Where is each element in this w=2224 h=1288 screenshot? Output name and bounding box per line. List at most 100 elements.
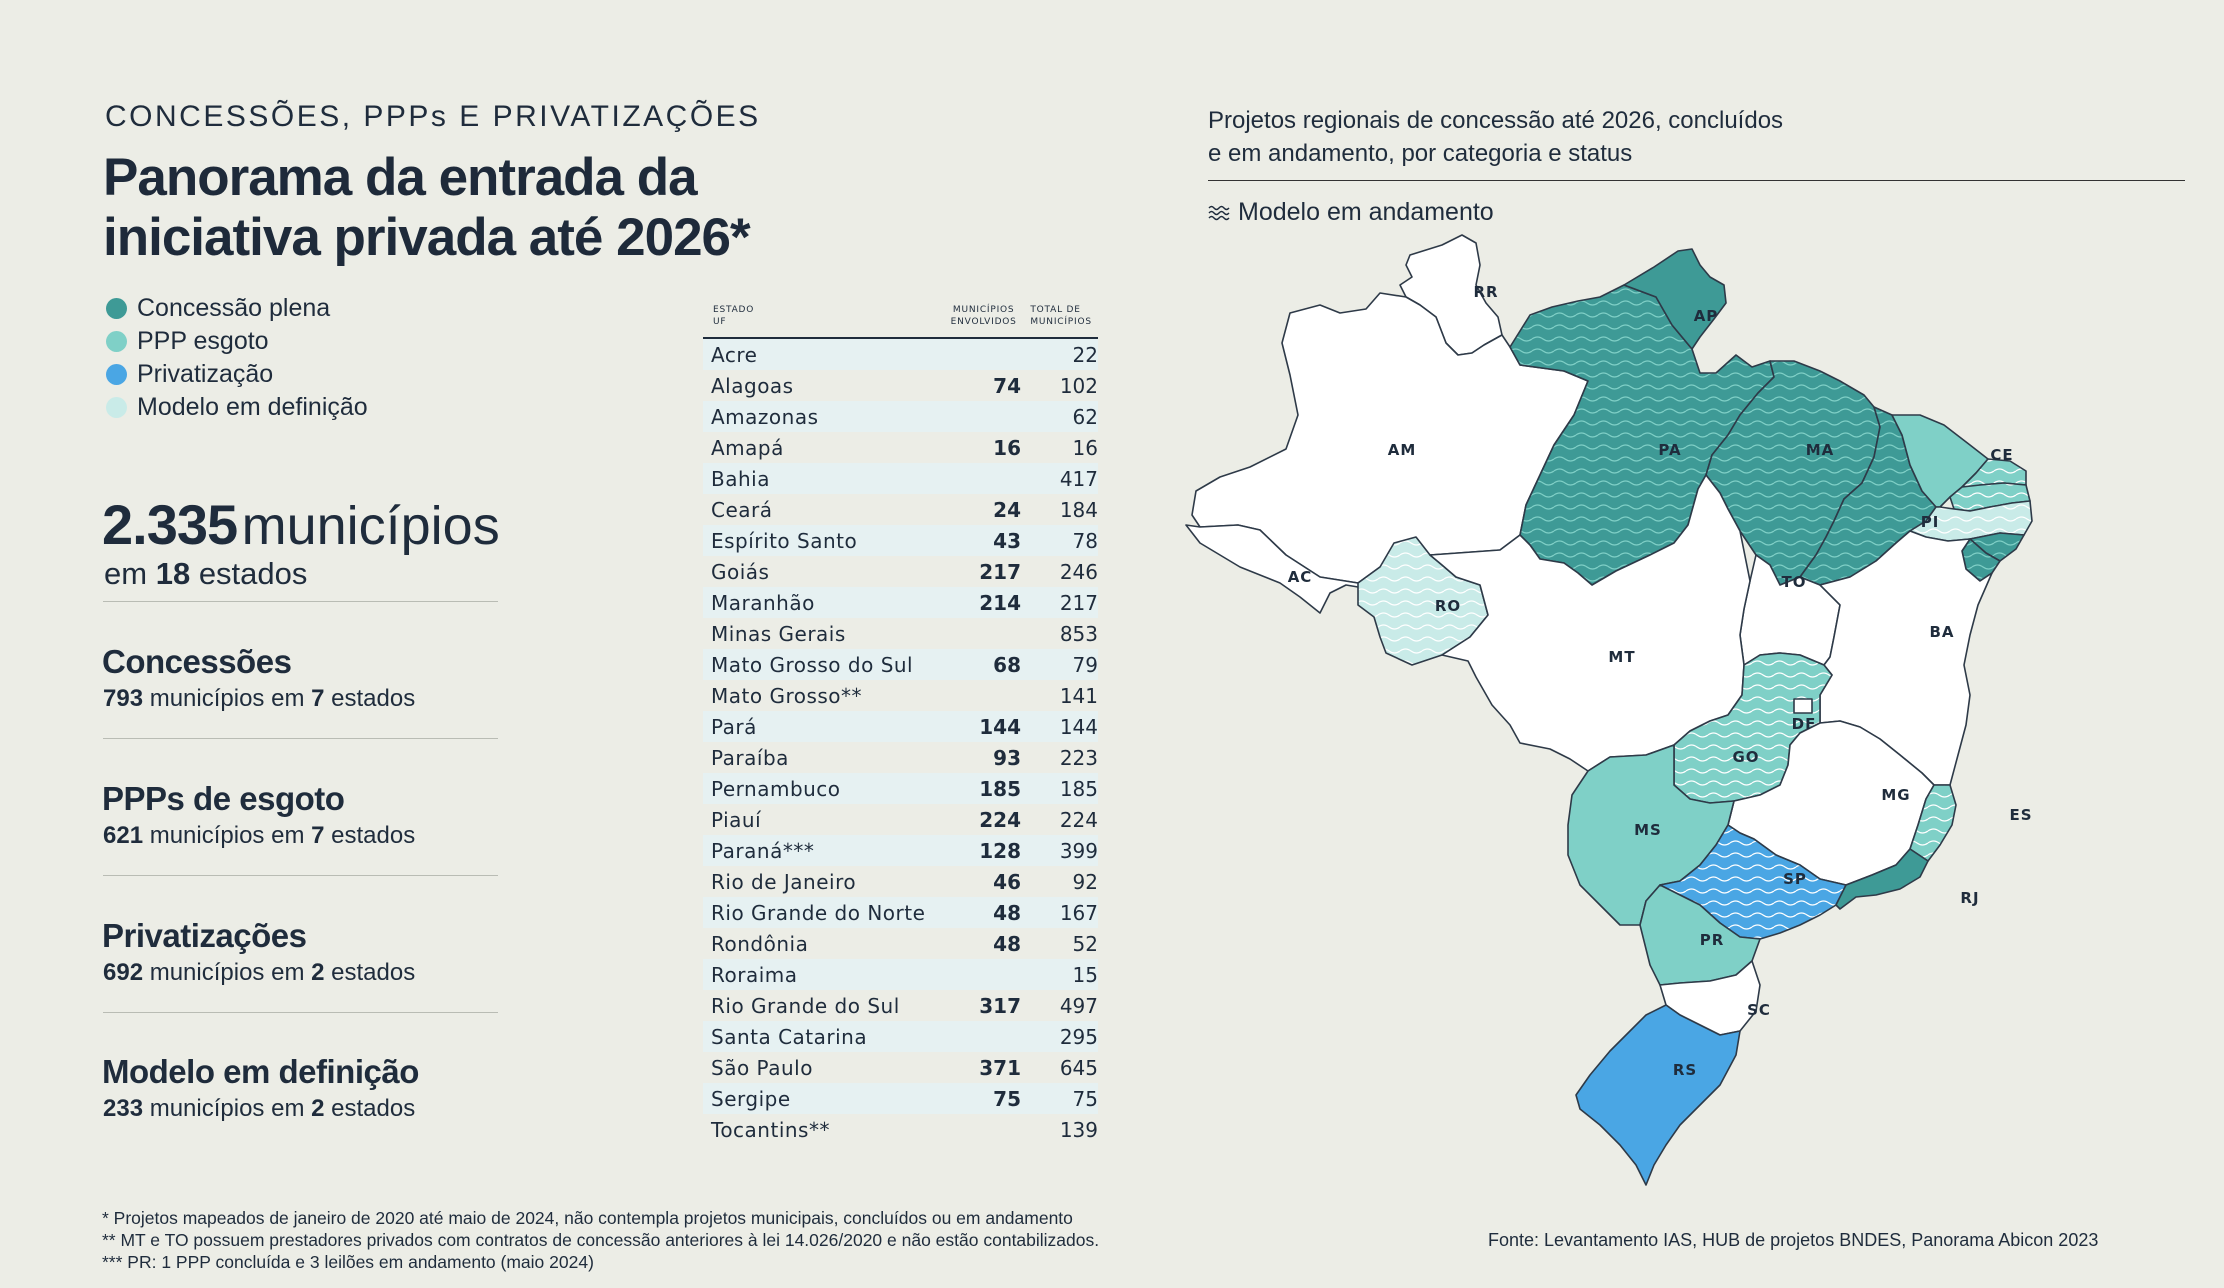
cell-envolvidos: 48 <box>993 900 1021 925</box>
legend-dot-icon <box>106 331 127 352</box>
label-es: ES <box>2009 806 2032 824</box>
cell-estado: Rio Grande do Sul <box>711 993 900 1018</box>
category-subtitle: 233 municípios em 2 estados <box>103 1095 415 1123</box>
cell-total: 16 <box>1072 435 1098 460</box>
cell-envolvidos: 217 <box>979 559 1021 584</box>
cat-municipios: 621 <box>103 822 144 849</box>
cell-envolvidos: 93 <box>993 745 1021 770</box>
cell-total: 295 <box>1059 1024 1098 1049</box>
cat-mid: municípios em <box>149 822 305 849</box>
label-am: AM <box>1388 441 1417 459</box>
cell-total: 75 <box>1072 1086 1098 1111</box>
cat-mid: municípios em <box>149 685 305 712</box>
cell-total: 497 <box>1059 993 1098 1018</box>
header-text: MUNICÍPIOS <box>952 305 1015 315</box>
table-row: Rio Grande do Norte 48 167 <box>703 897 1098 928</box>
label-mt: MT <box>1608 648 1635 666</box>
cell-estado: Pará <box>711 714 757 739</box>
cat-estados: 2 <box>311 959 325 986</box>
label-go: GO <box>1732 748 1759 766</box>
cell-estado: Roraima <box>711 962 798 987</box>
cell-envolvidos: 371 <box>979 1055 1021 1080</box>
state-df <box>1793 698 1813 714</box>
cell-total: 62 <box>1072 404 1098 429</box>
cell-estado: Alagoas <box>711 373 794 398</box>
cell-envolvidos: 16 <box>993 435 1021 460</box>
cell-total: 22 <box>1072 342 1098 367</box>
table-body: Acre 22 Alagoas 74 102 Amazonas 62 Amapá 16 16 Bah… <box>703 339 1098 1145</box>
cell-estado: Sergipe <box>711 1086 791 1111</box>
legend-dot-icon <box>106 397 127 418</box>
cell-estado: São Paulo <box>711 1055 813 1080</box>
header-total: TOTAL DE MUNICÍPIOS <box>1022 300 1098 337</box>
cell-total: 141 <box>1059 683 1098 708</box>
label-ba: BA <box>1929 623 1954 641</box>
cat-municipios: 692 <box>103 959 144 986</box>
cell-estado: Amazonas <box>711 404 819 429</box>
brazil-map: RR AP AM PA MA CE RN PB PE PI AL SE AC R… <box>1185 234 2033 1186</box>
map-status-legend: Modelo em andamento <box>1208 198 1494 227</box>
state-rs <box>1575 1004 1741 1186</box>
legend-label: Concessão plena <box>137 294 331 322</box>
cell-envolvidos: 214 <box>979 590 1021 615</box>
state-ap <box>1623 248 1727 350</box>
cell-estado: Rio de Janeiro <box>711 869 857 894</box>
cell-total: 246 <box>1059 559 1098 584</box>
header-text: MUNICÍPIOS <box>1030 317 1092 327</box>
cat-municipios: 233 <box>103 1095 144 1122</box>
map-subtitle: Projetos regionais de concessão até 2026… <box>1208 104 1783 170</box>
cat-municipios: 793 <box>103 685 144 712</box>
table-row: Alagoas 74 102 <box>703 370 1098 401</box>
title-line-1: Panorama da entrada da <box>103 148 698 207</box>
total-number: 2.335 <box>102 493 238 556</box>
cell-estado: Pernambuco <box>711 776 841 801</box>
page-title: Panorama da entrada da iniciativa privad… <box>103 148 751 268</box>
category-title: Privatizações <box>102 917 307 954</box>
table-row: Maranhão 214 217 <box>703 587 1098 618</box>
cat-end: estados <box>331 959 416 986</box>
label-sp: SP <box>1783 870 1807 888</box>
table-row: Amapá 16 16 <box>703 432 1098 463</box>
cat-estados: 7 <box>311 685 325 712</box>
table-row: Roraima 15 <box>703 959 1098 990</box>
cell-total: 223 <box>1059 745 1098 770</box>
table-row: Tocantins** 139 <box>703 1114 1098 1145</box>
cell-total: 224 <box>1059 807 1098 832</box>
total-sub-post: estados <box>198 556 308 591</box>
table-row: Sergipe 75 75 <box>703 1083 1098 1114</box>
legend-item-concessao: Concessão plena <box>106 292 368 325</box>
cell-estado: Mato Grosso do Sul <box>711 652 914 677</box>
divider <box>103 1012 498 1013</box>
table-row: Rio de Janeiro 46 92 <box>703 866 1098 897</box>
cat-end: estados <box>331 822 416 849</box>
label-ro: RO <box>1435 597 1461 615</box>
state-rj <box>1835 848 1929 910</box>
cell-total: 79 <box>1072 652 1098 677</box>
label-pr: PR <box>1700 931 1725 949</box>
cell-envolvidos: 144 <box>979 714 1021 739</box>
cell-envolvidos: 317 <box>979 993 1021 1018</box>
cell-estado: Acre <box>711 342 758 367</box>
cell-estado: Amapá <box>711 435 784 460</box>
footnote-2: ** MT e TO possuem prestadores privados … <box>102 1230 1100 1250</box>
table-row: Minas Gerais 853 <box>703 618 1098 649</box>
cell-estado: Bahia <box>711 466 770 491</box>
table-row: Piauí 224 224 <box>703 804 1098 835</box>
divider <box>103 601 498 602</box>
divider <box>103 738 498 739</box>
cell-total: 102 <box>1059 373 1098 398</box>
cat-mid: municípios em <box>149 1095 305 1122</box>
map-divider <box>1208 180 2185 181</box>
cell-total: 144 <box>1059 714 1098 739</box>
table-row: Rio Grande do Sul 317 497 <box>703 990 1098 1021</box>
category-subtitle: 793 municípios em 7 estados <box>103 685 415 713</box>
cell-envolvidos: 68 <box>993 652 1021 677</box>
label-rr: RR <box>1473 283 1498 301</box>
cell-estado: Piauí <box>711 807 762 832</box>
category-subtitle: 692 municípios em 2 estados <box>103 959 415 987</box>
table-row: Bahia 417 <box>703 463 1098 494</box>
label-sc: SC <box>1747 1001 1771 1019</box>
title-line-2: iniciativa privada até 2026* <box>103 208 751 267</box>
category-title: Modelo em definição <box>102 1053 419 1090</box>
cell-total: 52 <box>1072 931 1098 956</box>
